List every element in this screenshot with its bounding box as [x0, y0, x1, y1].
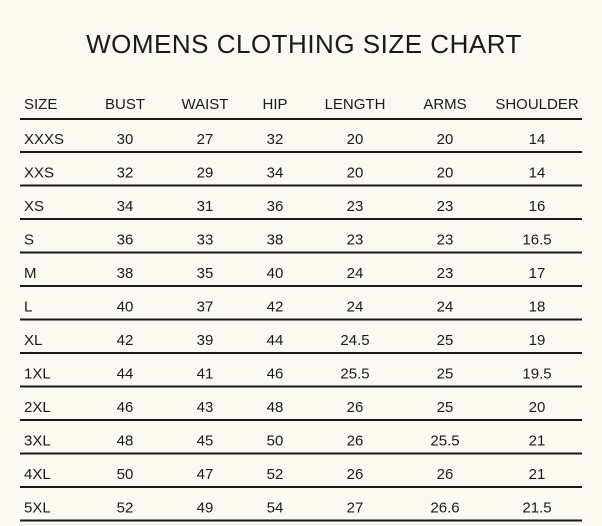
size-label: 4XL [24, 466, 51, 483]
measurement: 39 [197, 332, 214, 349]
measurement: 45 [197, 432, 214, 449]
measurement: 31 [197, 198, 214, 215]
measurement: 37 [197, 298, 214, 315]
size-label: 2XL [24, 399, 51, 416]
measurement: 24 [347, 265, 364, 282]
measurement: 34 [117, 198, 134, 215]
measurement: 24 [437, 298, 454, 315]
measurement: 42 [117, 332, 134, 349]
measurement: 23 [347, 198, 364, 215]
measurement: 25 [437, 399, 454, 416]
column-header: LENGTH [325, 96, 386, 113]
measurement: 25.5 [340, 365, 369, 382]
measurement: 33 [197, 231, 214, 248]
column-header: SHOULDER [495, 96, 579, 113]
measurement: 36 [267, 198, 284, 215]
measurement: 19.5 [522, 365, 551, 382]
measurement: 26 [347, 399, 364, 416]
measurement: 50 [117, 466, 134, 483]
measurement: 20 [347, 164, 364, 181]
measurement: 41 [197, 365, 214, 382]
measurement: 27 [197, 131, 214, 148]
measurement: 24 [347, 298, 364, 315]
measurement: 20 [347, 131, 364, 148]
measurement: 24.5 [340, 332, 369, 349]
measurement: 20 [437, 164, 454, 181]
measurement: 23 [347, 231, 364, 248]
measurement: 18 [529, 298, 546, 315]
measurement: 23 [437, 265, 454, 282]
size-label: 5XL [24, 499, 51, 516]
measurement: 36 [117, 231, 134, 248]
measurement: 14 [529, 131, 546, 148]
measurement: 27 [347, 499, 364, 516]
measurement: 48 [267, 399, 284, 416]
measurement: 21.5 [522, 499, 551, 516]
measurement: 32 [117, 164, 134, 181]
measurement: 48 [117, 432, 134, 449]
measurement: 17 [529, 265, 546, 282]
measurement: 26 [437, 466, 454, 483]
measurement: 25.5 [430, 432, 459, 449]
measurement: 25 [437, 332, 454, 349]
title: WOMENS CLOTHING SIZE CHART [86, 29, 522, 59]
measurement: 54 [267, 499, 284, 516]
measurement: 21 [529, 466, 546, 483]
measurement: 44 [117, 365, 134, 382]
measurement: 14 [529, 164, 546, 181]
column-header: ARMS [423, 96, 466, 113]
size-label: XXXS [24, 131, 64, 148]
measurement: 40 [117, 298, 134, 315]
measurement: 50 [267, 432, 284, 449]
measurement: 46 [267, 365, 284, 382]
size-label: S [24, 231, 34, 248]
measurement: 25 [437, 365, 454, 382]
measurement: 19 [529, 332, 546, 349]
measurement: 49 [197, 499, 214, 516]
size-label: 3XL [24, 432, 51, 449]
size-label: L [24, 298, 32, 315]
measurement: 40 [267, 265, 284, 282]
measurement: 21 [529, 432, 546, 449]
measurement: 16 [529, 198, 546, 215]
measurement: 16.5 [522, 231, 551, 248]
size-label: XS [24, 198, 44, 215]
measurement: 34 [267, 164, 284, 181]
measurement: 52 [117, 499, 134, 516]
measurement: 42 [267, 298, 284, 315]
measurement: 38 [267, 231, 284, 248]
size-label: M [24, 265, 37, 282]
column-header: HIP [262, 96, 287, 113]
measurement: 26 [347, 466, 364, 483]
measurement: 23 [437, 198, 454, 215]
measurement: 23 [437, 231, 454, 248]
measurement: 38 [117, 265, 134, 282]
measurement: 20 [437, 131, 454, 148]
measurement: 30 [117, 131, 134, 148]
measurement: 32 [267, 131, 284, 148]
column-header: BUST [105, 96, 145, 113]
measurement: 52 [267, 466, 284, 483]
measurement: 46 [117, 399, 134, 416]
measurement: 35 [197, 265, 214, 282]
measurement: 43 [197, 399, 214, 416]
measurement: 26 [347, 432, 364, 449]
measurement: 47 [197, 466, 214, 483]
column-header: SIZE [24, 96, 57, 113]
column-header: WAIST [182, 96, 229, 113]
size-label: 1XL [24, 365, 51, 382]
measurement: 44 [267, 332, 284, 349]
measurement: 29 [197, 164, 214, 181]
measurement: 26.6 [430, 499, 459, 516]
measurement: 20 [529, 399, 546, 416]
size-label: XL [24, 332, 42, 349]
size-label: XXS [24, 164, 54, 181]
